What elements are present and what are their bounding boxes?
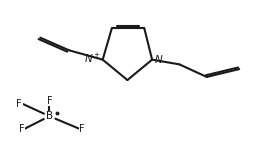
Text: F: F [16, 99, 22, 109]
Text: B: B [46, 111, 53, 121]
Text: F: F [47, 96, 52, 106]
Text: $\mathit{N}$: $\mathit{N}$ [154, 53, 164, 65]
Text: F: F [79, 124, 85, 134]
Text: $\mathit{N}^+$: $\mathit{N}^+$ [84, 52, 101, 65]
Text: F: F [19, 124, 25, 134]
